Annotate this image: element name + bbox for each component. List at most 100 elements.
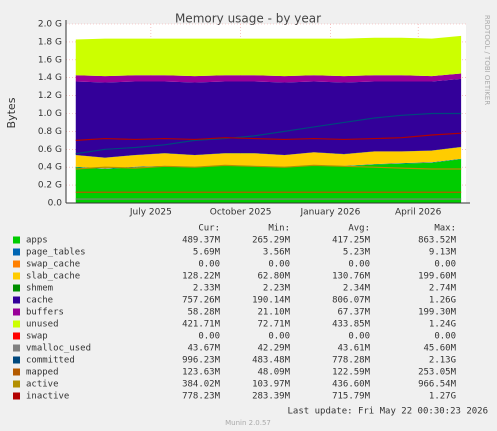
x-tick-label: July 2025 xyxy=(129,208,172,218)
legend-label: unused xyxy=(26,320,59,330)
legend-label: swap_cache xyxy=(26,260,80,270)
legend-stat: 0.00 xyxy=(268,260,290,270)
legend-swatch xyxy=(13,308,20,316)
side-label: RRDTOOL / TOBI OETIKER xyxy=(483,15,491,105)
y-axis-label: Bytes xyxy=(5,97,18,128)
legend-stat: 966.54M xyxy=(418,380,457,390)
legend-stat: 21.10M xyxy=(257,308,290,318)
y-tick-label: 0.2 G xyxy=(38,181,62,191)
legend-swatch xyxy=(13,356,20,364)
legend-stat: 996.23M xyxy=(182,356,221,366)
legend-stat: 436.60M xyxy=(332,380,371,390)
legend-stat: 0.00 xyxy=(348,260,370,270)
y-tick-label: 1.6 G xyxy=(38,55,62,65)
area xyxy=(75,78,462,158)
legend-stat: 67.37M xyxy=(337,308,370,318)
y-tick-label: 1.2 G xyxy=(38,91,62,101)
legend-column-header: Max: xyxy=(434,224,456,234)
legend-stat: 42.29M xyxy=(257,344,290,354)
legend-swatch xyxy=(13,332,20,340)
area xyxy=(75,73,462,83)
x-tick-label: April 2026 xyxy=(395,208,442,218)
legend-stat: 43.61M xyxy=(337,344,370,354)
legend-swatch xyxy=(13,392,20,400)
legend-stat: 757.26M xyxy=(182,296,221,306)
legend-stat: 123.63M xyxy=(182,368,221,378)
legend-stat: 199.60M xyxy=(418,272,457,282)
legend-label: active xyxy=(26,380,59,390)
legend-label: buffers xyxy=(26,308,64,318)
y-tick-label: 0.8 G xyxy=(38,127,62,137)
legend-stat: 5.23M xyxy=(343,248,371,258)
legend-stat: 103.97M xyxy=(252,380,291,390)
legend-stat: 863.52M xyxy=(418,236,457,246)
y-tick-label: 0.6 G xyxy=(38,145,62,155)
legend-column-header: Min: xyxy=(268,224,290,234)
legend-stat: 2.23M xyxy=(263,284,291,294)
line xyxy=(75,132,462,141)
legend-swatch xyxy=(13,380,20,388)
legend-stat: 2.13G xyxy=(429,356,456,366)
legend-stat: 421.71M xyxy=(182,320,221,330)
y-tick-label: 1.4 G xyxy=(38,73,62,83)
legend-stat: 778.28M xyxy=(332,356,371,366)
legend-stat: 778.23M xyxy=(182,392,221,402)
legend-stat: 128.22M xyxy=(182,272,221,282)
legend-stat: 43.67M xyxy=(187,344,220,354)
legend-stat: 190.14M xyxy=(252,296,291,306)
legend-swatch xyxy=(13,296,20,304)
legend-stat: 417.25M xyxy=(332,236,371,246)
legend-stat: 0.00 xyxy=(198,332,220,342)
last-update: Last update: Fri May 22 00:30:23 2026 xyxy=(288,407,488,417)
legend-stat: 130.76M xyxy=(332,272,371,282)
legend-stat: 1.27G xyxy=(429,392,456,402)
legend-stat: 122.59M xyxy=(332,368,371,378)
area xyxy=(75,35,462,77)
y-tick-label: 0.0 xyxy=(48,199,63,209)
legend-stat: 62.80M xyxy=(257,272,290,282)
y-tick-label: 0.4 G xyxy=(38,163,62,173)
legend-stat: 806.07M xyxy=(332,296,371,306)
legend-stat: 1.24G xyxy=(429,320,456,330)
x-tick-label: January 2026 xyxy=(299,208,360,218)
legend-swatch xyxy=(13,248,20,256)
legend-column-header: Cur: xyxy=(198,224,220,234)
legend-stat: 48.09M xyxy=(257,368,290,378)
legend-label: cache xyxy=(26,296,53,306)
legend-stat: 2.34M xyxy=(343,284,371,294)
legend-stat: 9.13M xyxy=(429,248,457,258)
legend-label: mapped xyxy=(26,368,59,378)
x-tick-label: October 2025 xyxy=(210,208,272,218)
legend-stat: 384.02M xyxy=(182,380,221,390)
legend-column-header: Avg: xyxy=(348,224,370,234)
legend-label: committed xyxy=(26,356,75,366)
legend-stat: 253.05M xyxy=(418,368,457,378)
legend-stat: 5.69M xyxy=(193,248,221,258)
legend-swatch xyxy=(13,272,20,280)
y-tick-label: 1.8 G xyxy=(38,37,62,47)
legend-label: shmem xyxy=(26,284,53,294)
legend-stat: 483.48M xyxy=(252,356,291,366)
legend-swatch xyxy=(13,260,20,268)
legend-stat: 0.00 xyxy=(268,332,290,342)
legend-stat: 433.85M xyxy=(332,320,371,330)
legend-stat: 45.60M xyxy=(423,344,456,354)
area xyxy=(75,147,462,169)
legend-label: inactive xyxy=(26,392,69,402)
legend-stat: 0.00 xyxy=(348,332,370,342)
legend-swatch xyxy=(13,236,20,244)
legend-stat: 2.33M xyxy=(193,284,221,294)
legend-stat: 72.71M xyxy=(257,320,290,330)
legend-stat: 283.39M xyxy=(252,392,291,402)
line xyxy=(75,164,462,170)
footer: Munin 2.0.57 xyxy=(225,419,271,427)
legend-stat: 489.37M xyxy=(182,236,221,246)
legend-swatch xyxy=(13,320,20,328)
legend-label: page_tables xyxy=(26,248,86,258)
legend-label: vmalloc_used xyxy=(26,344,91,354)
legend-stat: 715.79M xyxy=(332,392,371,402)
line xyxy=(75,112,462,155)
legend-stat: 0.00 xyxy=(434,332,456,342)
legend-label: swap xyxy=(26,332,48,342)
